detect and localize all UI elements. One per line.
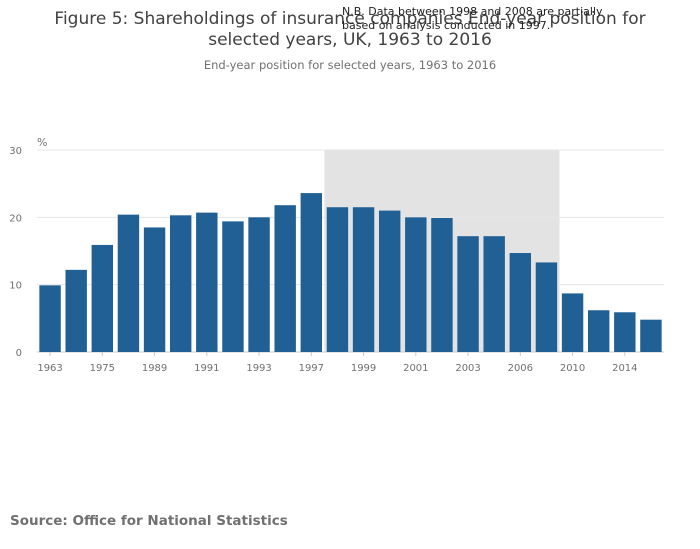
x-tick-label: 2001 bbox=[403, 363, 428, 374]
x-tick-label: 2010 bbox=[560, 363, 585, 374]
bar bbox=[561, 293, 584, 352]
x-tick-label: 1999 bbox=[351, 363, 376, 374]
bar bbox=[196, 212, 218, 352]
bar bbox=[378, 210, 401, 352]
chart-title-line-2: selected years, UK, 1963 to 2016 bbox=[208, 30, 492, 50]
bar bbox=[91, 244, 114, 352]
bar bbox=[222, 221, 244, 352]
bar bbox=[143, 227, 166, 352]
bar bbox=[535, 262, 558, 352]
bar bbox=[274, 205, 296, 352]
bar bbox=[509, 253, 532, 352]
bars bbox=[39, 193, 662, 352]
bar bbox=[117, 214, 140, 352]
bar bbox=[431, 218, 453, 352]
gridlines bbox=[37, 149, 664, 353]
annotation-line-2: based on analysis conducted in 1997. bbox=[342, 19, 550, 32]
x-tick-label: 1963 bbox=[37, 363, 62, 374]
bar bbox=[483, 236, 505, 352]
x-tick-label: 1989 bbox=[142, 363, 167, 374]
x-tick-label: 1993 bbox=[246, 363, 271, 374]
bar bbox=[326, 207, 349, 352]
bar bbox=[39, 285, 61, 352]
bar bbox=[248, 217, 270, 352]
y-tick-label: 20 bbox=[9, 213, 22, 224]
y-axis-ticks: 0 10 20 30 bbox=[9, 146, 22, 359]
y-tick-label: 0 bbox=[16, 348, 22, 359]
bar bbox=[169, 215, 192, 352]
x-tick-label: 2014 bbox=[612, 363, 637, 374]
y-tick-label: 30 bbox=[9, 146, 22, 157]
x-tick-label: 1997 bbox=[299, 363, 324, 374]
x-tick-label: 1991 bbox=[194, 363, 219, 374]
bar bbox=[65, 269, 87, 352]
bar bbox=[405, 217, 427, 352]
source-note: Source: Office for National Statistics bbox=[10, 513, 288, 529]
y-axis-unit-label: % bbox=[37, 136, 47, 149]
bar bbox=[352, 207, 375, 352]
chart-subtitle: End-year position for selected years, 19… bbox=[204, 58, 496, 72]
bar bbox=[457, 236, 479, 352]
bar bbox=[614, 312, 636, 352]
x-tick-label: 1975 bbox=[90, 363, 115, 374]
x-tick-label: 2006 bbox=[508, 363, 533, 374]
bar bbox=[587, 310, 610, 352]
x-tick-label: 2003 bbox=[455, 363, 480, 374]
annotation-line-1: N.B. Data between 1998 and 2008 are part… bbox=[342, 5, 603, 18]
y-tick-label: 10 bbox=[9, 281, 22, 292]
bar bbox=[300, 193, 323, 352]
chart-title-line-1: Figure 5: Shareholdings of insurance com… bbox=[54, 9, 645, 29]
bar bbox=[640, 319, 662, 352]
x-axis-ticks: 1963 1975 1989 1991 1993 1997 1999 2001 2003 2006… bbox=[37, 352, 638, 374]
